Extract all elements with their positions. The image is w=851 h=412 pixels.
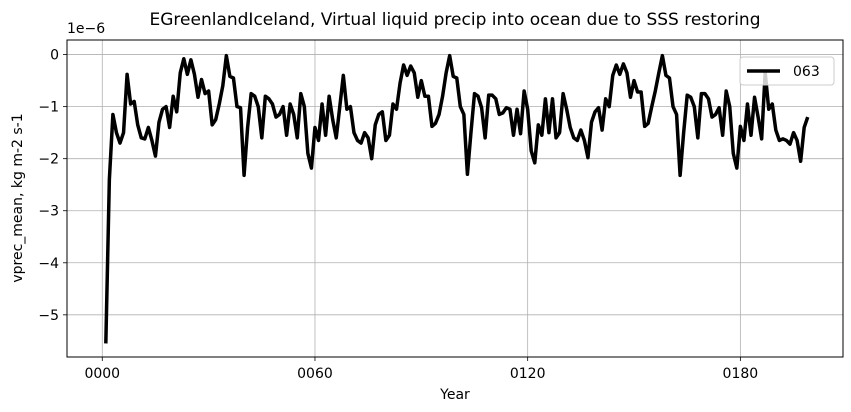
legend: 063 — [739, 56, 835, 86]
plot-frame — [66, 39, 844, 358]
x-tick-label: 0060 — [297, 366, 333, 382]
chart-title: EGreenlandIceland, Virtual liquid precip… — [150, 10, 761, 30]
y-offset-text: 1e−6 — [67, 21, 105, 37]
x-tick-label: 0180 — [723, 366, 759, 382]
x-tick-label: 0120 — [510, 366, 546, 382]
y-tick-label: −2 — [38, 152, 59, 168]
legend-label: 063 — [793, 64, 820, 80]
y-tick-label: −1 — [38, 100, 59, 116]
y-axis: −5 −4 −3 −2 −1 0 — [38, 48, 67, 324]
y-axis-label: vprec_mean, kg m-2 s-1 — [10, 113, 26, 282]
y-tick-label: 0 — [50, 48, 59, 64]
legend-box — [739, 56, 835, 86]
grid — [67, 40, 843, 357]
y-tick-label: −5 — [38, 308, 59, 324]
x-tick-label: 0000 — [84, 366, 120, 382]
y-tick-label: −4 — [38, 256, 59, 272]
series-layer — [104, 53, 810, 344]
x-axis-label: Year — [439, 387, 470, 403]
series-line-063 — [104, 53, 810, 344]
y-tick-label: −3 — [38, 204, 59, 220]
x-axis: 0000 0060 0120 0180 — [84, 357, 758, 382]
